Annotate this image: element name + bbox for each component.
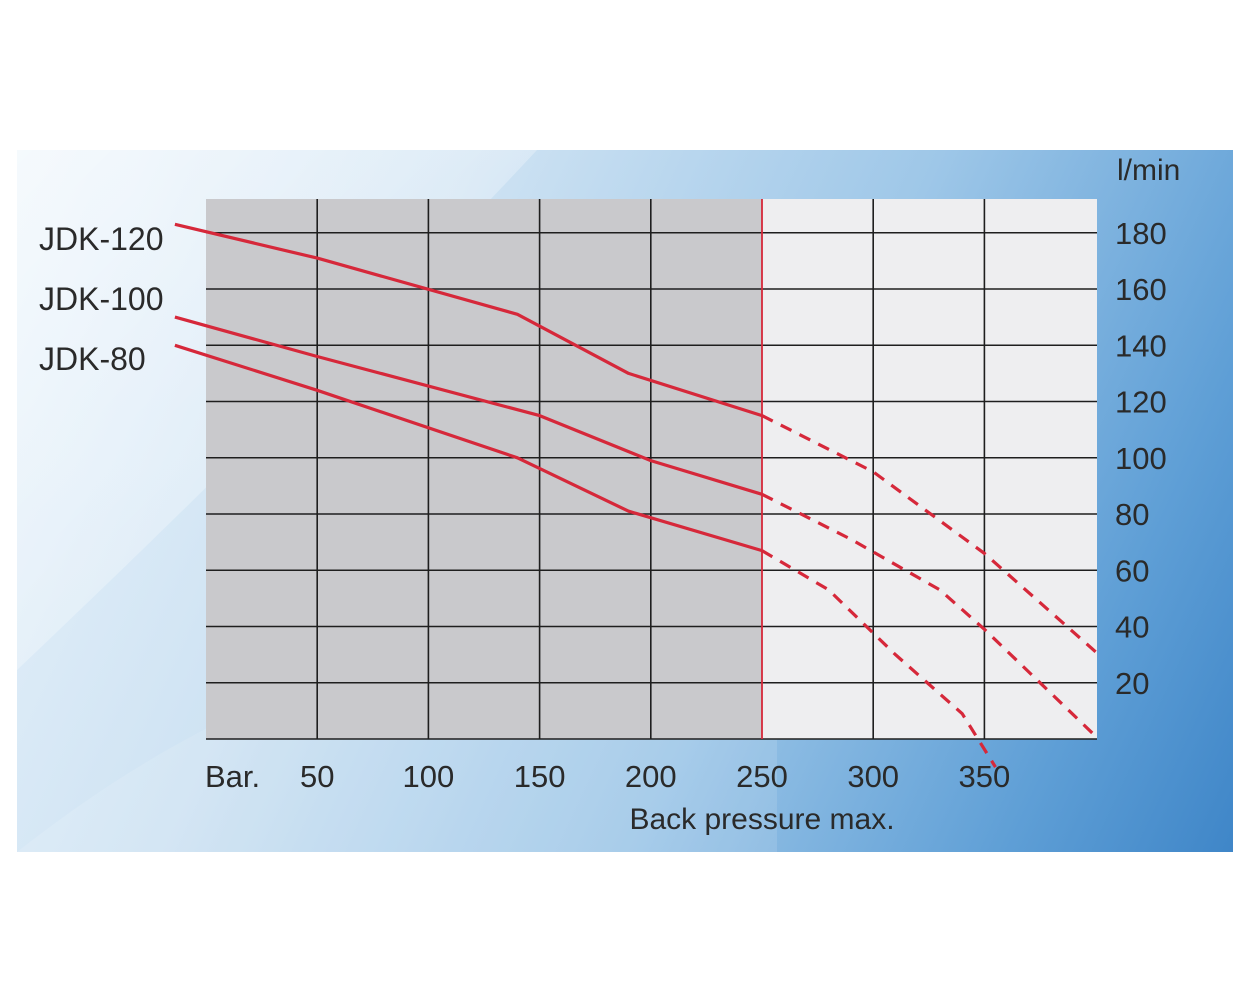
chart-panel: JDK-120 JDK-100 JDK-80 20 40 60 80 100 120 140 160… — [17, 150, 1233, 852]
x-tick-label: 150 — [514, 759, 566, 794]
x-axis-label: Bar. — [205, 759, 260, 794]
x-tick-label: 250 — [736, 759, 788, 794]
y-tick-label: 180 — [1115, 216, 1167, 251]
series-dashed-line-jdk-100 — [761, 492, 1097, 738]
chart-svg: JDK-120 JDK-100 JDK-80 20 40 60 80 100 120 140 160… — [17, 150, 1180, 852]
y-tick-label: 120 — [1115, 385, 1167, 420]
y-tick-label: 160 — [1115, 272, 1167, 307]
x-tick-label: 200 — [625, 759, 677, 794]
series-label-jdk-80: JDK-80 — [39, 341, 146, 377]
y-tick-label: 40 — [1115, 610, 1149, 645]
x-tick-label: 350 — [959, 759, 1011, 794]
y-axis-label: l/min — [1117, 154, 1180, 187]
y-tick-label: 140 — [1115, 328, 1167, 363]
series-label-jdk-100: JDK-100 — [39, 281, 164, 317]
series-label-jdk-120: JDK-120 — [39, 221, 164, 257]
x-tick-label: 300 — [847, 759, 899, 794]
y-tick-label: 80 — [1115, 497, 1149, 532]
series-dashed-line-jdk-80 — [761, 549, 997, 768]
x-tick-label: 100 — [403, 759, 455, 794]
series-line-jdk-80 — [174, 343, 763, 553]
y-tick-label: 20 — [1115, 666, 1149, 701]
y-tick-label: 60 — [1115, 553, 1149, 588]
series-line-jdk-120 — [174, 222, 763, 418]
x-tick-label: 50 — [300, 759, 334, 794]
series-line-jdk-100 — [174, 315, 763, 496]
series-dashed-line-jdk-120 — [761, 414, 1097, 653]
back-pressure-max-annotation: Back pressure max. — [629, 803, 894, 836]
over-pressure-region-background — [762, 199, 1097, 739]
y-tick-label: 100 — [1115, 441, 1167, 476]
